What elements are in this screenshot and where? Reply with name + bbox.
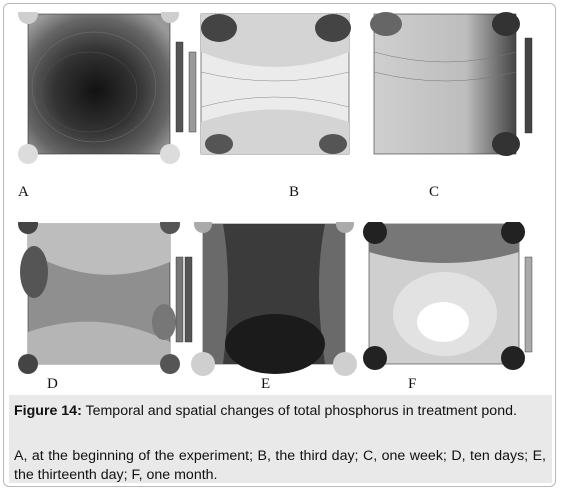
contour-plot-a	[14, 12, 192, 167]
figure-number: Figure 14:	[14, 403, 82, 419]
figure-title: Temporal and spatial changes of total ph…	[85, 403, 517, 419]
figure-caption: Figure 14: Temporal and spatial changes …	[9, 395, 552, 483]
contour-plot-c	[366, 12, 544, 167]
panel-label-e: E	[261, 376, 271, 392]
figure-frame	[3, 3, 556, 487]
contour-plot-b	[183, 12, 361, 167]
panel-label-d: D	[47, 376, 58, 392]
panel-label-b: B	[289, 184, 300, 200]
contour-plot-d	[14, 222, 192, 377]
figure-description: A, at the beginning of the experiment; B…	[14, 448, 546, 483]
panel-label-f: F	[408, 376, 417, 392]
caption-title-line: Figure 14: Temporal and spatial changes …	[14, 402, 546, 421]
panel-label-a: A	[18, 184, 29, 200]
panel-label-c: C	[429, 184, 440, 200]
contour-plot-e	[183, 222, 361, 377]
contour-plot-f	[355, 222, 545, 377]
